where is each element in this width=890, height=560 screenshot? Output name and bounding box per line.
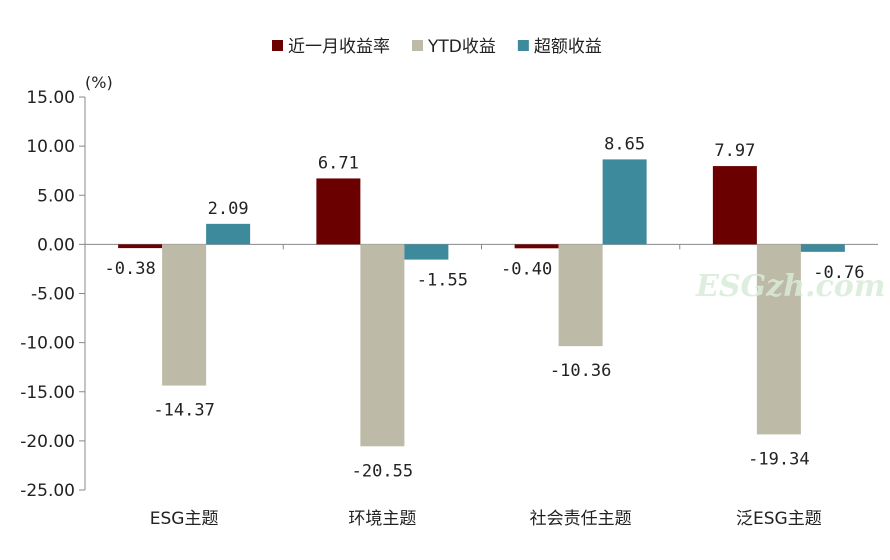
category-label: 社会责任主题 xyxy=(530,509,632,529)
category-labels: ESG主题 环境主题 社会责任主题 泛ESG主题 xyxy=(150,509,822,529)
data-label: 6.71 xyxy=(318,153,359,173)
bar xyxy=(316,178,361,245)
y-tick-label: -20.00 xyxy=(20,432,75,452)
category-label: ESG主题 xyxy=(150,509,219,529)
chart-legend: 近一月收益率 YTD收益 超额收益 xyxy=(272,37,602,57)
bar xyxy=(404,244,449,260)
bar xyxy=(712,166,757,245)
category-label: 泛ESG主题 xyxy=(736,509,822,529)
data-label: -0.76 xyxy=(813,263,864,283)
watermark: ESGzh.com xyxy=(695,269,885,304)
y-tick-label: 10.00 xyxy=(26,137,75,157)
data-label: -14.37 xyxy=(153,401,214,421)
category-label: 环境主题 xyxy=(348,509,416,529)
legend-swatch xyxy=(517,40,529,51)
y-axis-unit: (%) xyxy=(85,73,113,92)
legend-swatch xyxy=(272,40,283,51)
bar xyxy=(800,244,845,252)
bar xyxy=(558,244,603,347)
data-label: -0.38 xyxy=(105,259,156,279)
bar xyxy=(162,244,207,386)
y-tick-label: -25.00 xyxy=(20,481,75,501)
bar xyxy=(756,244,801,435)
data-label: -20.55 xyxy=(352,461,413,481)
legend-label: 超额收益 xyxy=(534,37,602,57)
data-label: 7.97 xyxy=(714,141,755,161)
data-label: -0.40 xyxy=(501,259,552,279)
y-tick-label: 15.00 xyxy=(26,88,75,108)
data-labels: -0.38 -14.37 2.09 6.71 -20.55 -1.55 -0.40 -10.3… xyxy=(105,134,865,481)
y-tick-label: -5.00 xyxy=(31,285,75,305)
data-label: 8.65 xyxy=(604,134,645,154)
bar xyxy=(360,244,405,447)
legend-swatch xyxy=(412,40,423,51)
data-label: -19.34 xyxy=(748,449,809,469)
y-axis: 15.00 10.00 5.00 0.00 -5.00 -10.00 -15.00 -20.0… xyxy=(20,88,878,501)
y-tick-label: -10.00 xyxy=(20,334,75,354)
data-label: -1.55 xyxy=(417,271,468,291)
data-label: -10.36 xyxy=(550,361,611,381)
bars xyxy=(118,159,845,447)
y-tick-label: -15.00 xyxy=(20,383,75,403)
y-tick-label: 0.00 xyxy=(37,235,75,255)
bar xyxy=(118,244,163,249)
legend-label: 近一月收益率 xyxy=(288,37,390,57)
bar xyxy=(602,159,647,245)
data-label: 2.09 xyxy=(208,199,249,219)
bar xyxy=(514,244,559,249)
y-tick-label: 5.00 xyxy=(37,186,75,206)
bar xyxy=(206,223,251,245)
legend-label: YTD收益 xyxy=(427,37,496,57)
